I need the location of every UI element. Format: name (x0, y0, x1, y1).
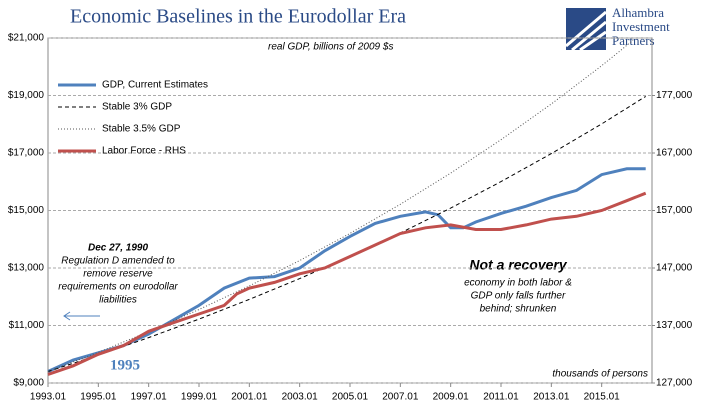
logo: Alhambra Investment Partners (565, 5, 670, 52)
y-tick-label: $19,000 (8, 90, 45, 101)
plot: $9,000 $11,000 $13,000 $15,000 $17,000 $19,00… (8, 33, 693, 403)
annotation: requirements on eurodollar (58, 282, 178, 293)
annotation: GDP only falls further (471, 291, 566, 302)
x-tick-label: 1993.01 (30, 392, 67, 403)
chart-title: Economic Baselines in the Eurodollar Era (70, 6, 406, 28)
x-tick-label: 2013.01 (533, 392, 570, 403)
arrow (63, 311, 100, 321)
x-tick-label: 2007.01 (382, 392, 419, 403)
annotation: behind; shrunken (480, 304, 557, 315)
annotation: 1995 (110, 357, 140, 373)
x-tick-label: 2011.01 (483, 392, 519, 403)
y-tick-label: $9,000 (13, 378, 44, 389)
y-tick-label: $21,000 (8, 33, 45, 44)
annotation: Not a recovery (469, 257, 567, 273)
y2-tick-label: 137,000 (656, 320, 693, 331)
y-tick-label: $11,000 (9, 320, 45, 331)
logo-text: Alhambra (612, 5, 664, 20)
annotation: Dec 27, 1990 (88, 243, 148, 254)
x-tick-label: 2015.01 (584, 392, 621, 403)
y2-tick-label: 167,000 (656, 148, 693, 159)
y2-tick-label: 157,000 (656, 205, 693, 216)
y2-tick-label: 127,000 (656, 378, 693, 389)
x-tick-label: 2003.01 (282, 392, 319, 403)
legend-label: Stable 3% GDP (102, 102, 172, 113)
legend-label: Stable 3.5% GDP (102, 124, 181, 135)
x-tick-label: 2009.01 (433, 392, 470, 403)
y2-tick-label: 147,000 (656, 263, 693, 274)
x-tick-label: 2001.01 (231, 392, 268, 403)
x-tick-label: 2005.01 (332, 392, 369, 403)
annotation: economy in both labor & (464, 278, 572, 289)
y-tick-label: $17,000 (8, 148, 45, 159)
annotation: remove reserve (83, 269, 153, 280)
annotation: thousands of persons (552, 369, 648, 380)
x-tick-label: 1995.01 (80, 392, 117, 403)
y-tick-label: $13,000 (8, 263, 45, 274)
logo-text: Partners (612, 33, 655, 48)
annotation: liabilities (99, 295, 137, 306)
logo-text: Investment (612, 19, 670, 34)
chart-subtitle: real GDP, billions of 2009 $s (268, 42, 393, 53)
legend-label: Labor Force - RHS (102, 146, 186, 157)
y2-tick-label: 177,000 (656, 90, 693, 101)
annotation: Regulation D amended to (61, 256, 175, 267)
logo-stripes (565, 10, 607, 52)
series-line (47, 191, 647, 376)
legend-label: GDP, Current Estimates (102, 80, 208, 91)
series-line (47, 95, 646, 372)
x-tick-label: 1997.01 (131, 392, 168, 403)
y-tick-label: $15,000 (8, 205, 45, 216)
x-tick-label: 1999.01 (181, 392, 218, 403)
